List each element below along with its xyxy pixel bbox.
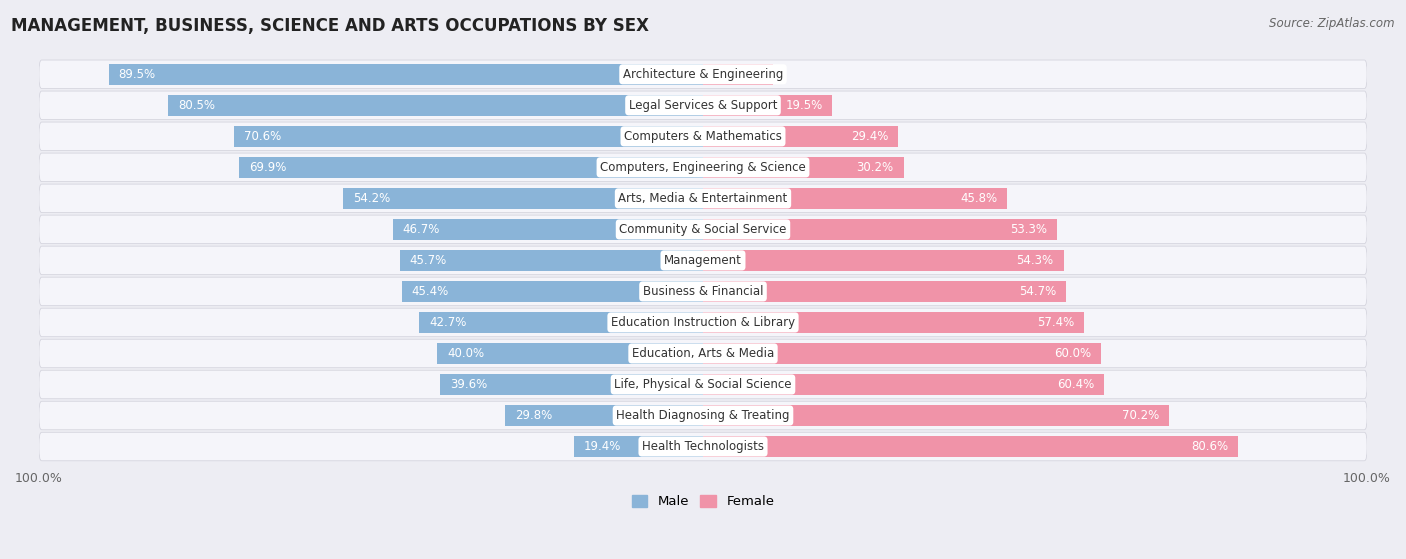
Text: Computers, Engineering & Science: Computers, Engineering & Science <box>600 161 806 174</box>
Bar <box>703 343 1101 364</box>
FancyBboxPatch shape <box>39 184 1367 212</box>
Text: Source: ZipAtlas.com: Source: ZipAtlas.com <box>1270 17 1395 30</box>
Text: Life, Physical & Social Science: Life, Physical & Social Science <box>614 378 792 391</box>
Text: 54.2%: 54.2% <box>353 192 391 205</box>
Text: 80.5%: 80.5% <box>179 99 215 112</box>
Text: Business & Financial: Business & Financial <box>643 285 763 298</box>
Bar <box>392 219 703 240</box>
Text: 19.4%: 19.4% <box>583 440 621 453</box>
Bar <box>703 281 1066 302</box>
Bar <box>703 95 832 116</box>
Text: 53.3%: 53.3% <box>1010 223 1047 236</box>
Text: 39.6%: 39.6% <box>450 378 488 391</box>
Text: Health Technologists: Health Technologists <box>643 440 763 453</box>
Bar <box>169 95 703 116</box>
Text: 60.0%: 60.0% <box>1054 347 1091 360</box>
Text: 45.8%: 45.8% <box>960 192 997 205</box>
FancyBboxPatch shape <box>39 432 1367 461</box>
FancyBboxPatch shape <box>39 277 1367 306</box>
Bar <box>399 250 703 271</box>
FancyBboxPatch shape <box>39 122 1367 150</box>
FancyBboxPatch shape <box>39 215 1367 244</box>
Bar <box>703 64 773 85</box>
Bar <box>703 188 1007 209</box>
Bar <box>703 436 1239 457</box>
Text: Education, Arts & Media: Education, Arts & Media <box>631 347 775 360</box>
Text: 89.5%: 89.5% <box>118 68 156 81</box>
Bar <box>505 405 703 426</box>
FancyBboxPatch shape <box>39 246 1367 274</box>
Bar <box>703 405 1170 426</box>
Text: Computers & Mathematics: Computers & Mathematics <box>624 130 782 143</box>
Text: Legal Services & Support: Legal Services & Support <box>628 99 778 112</box>
Text: 10.5%: 10.5% <box>725 68 763 81</box>
FancyBboxPatch shape <box>39 339 1367 368</box>
FancyBboxPatch shape <box>39 308 1367 337</box>
Text: 30.2%: 30.2% <box>856 161 894 174</box>
Bar <box>703 157 904 178</box>
Text: 69.9%: 69.9% <box>249 161 287 174</box>
Bar <box>235 126 703 147</box>
Text: Health Diagnosing & Treating: Health Diagnosing & Treating <box>616 409 790 422</box>
Text: 45.7%: 45.7% <box>409 254 447 267</box>
Text: Education Instruction & Library: Education Instruction & Library <box>612 316 794 329</box>
FancyBboxPatch shape <box>39 60 1367 88</box>
Text: MANAGEMENT, BUSINESS, SCIENCE AND ARTS OCCUPATIONS BY SEX: MANAGEMENT, BUSINESS, SCIENCE AND ARTS O… <box>11 17 650 35</box>
Bar <box>108 64 703 85</box>
Legend: Male, Female: Male, Female <box>626 490 780 514</box>
Text: 29.4%: 29.4% <box>851 130 889 143</box>
Text: Architecture & Engineering: Architecture & Engineering <box>623 68 783 81</box>
Bar <box>703 374 1104 395</box>
Text: 42.7%: 42.7% <box>429 316 467 329</box>
Text: Arts, Media & Entertainment: Arts, Media & Entertainment <box>619 192 787 205</box>
Text: 46.7%: 46.7% <box>404 223 440 236</box>
Text: 70.2%: 70.2% <box>1122 409 1159 422</box>
Text: 57.4%: 57.4% <box>1038 316 1074 329</box>
Text: 19.5%: 19.5% <box>786 99 823 112</box>
FancyBboxPatch shape <box>39 153 1367 182</box>
FancyBboxPatch shape <box>39 91 1367 120</box>
Bar <box>703 126 898 147</box>
FancyBboxPatch shape <box>39 401 1367 430</box>
Text: 60.4%: 60.4% <box>1057 378 1094 391</box>
Text: 80.6%: 80.6% <box>1191 440 1229 453</box>
Bar <box>239 157 703 178</box>
Bar <box>402 281 703 302</box>
Text: 45.4%: 45.4% <box>412 285 449 298</box>
Bar <box>437 343 703 364</box>
Bar <box>343 188 703 209</box>
Text: 70.6%: 70.6% <box>245 130 281 143</box>
Bar <box>574 436 703 457</box>
Text: Community & Social Service: Community & Social Service <box>619 223 787 236</box>
Text: 54.7%: 54.7% <box>1019 285 1056 298</box>
FancyBboxPatch shape <box>39 370 1367 399</box>
Text: 29.8%: 29.8% <box>515 409 553 422</box>
Text: 54.3%: 54.3% <box>1017 254 1053 267</box>
Bar <box>440 374 703 395</box>
Bar <box>703 219 1057 240</box>
Text: 40.0%: 40.0% <box>447 347 485 360</box>
Bar <box>703 312 1084 333</box>
Text: Management: Management <box>664 254 742 267</box>
Bar <box>419 312 703 333</box>
Bar <box>703 250 1063 271</box>
